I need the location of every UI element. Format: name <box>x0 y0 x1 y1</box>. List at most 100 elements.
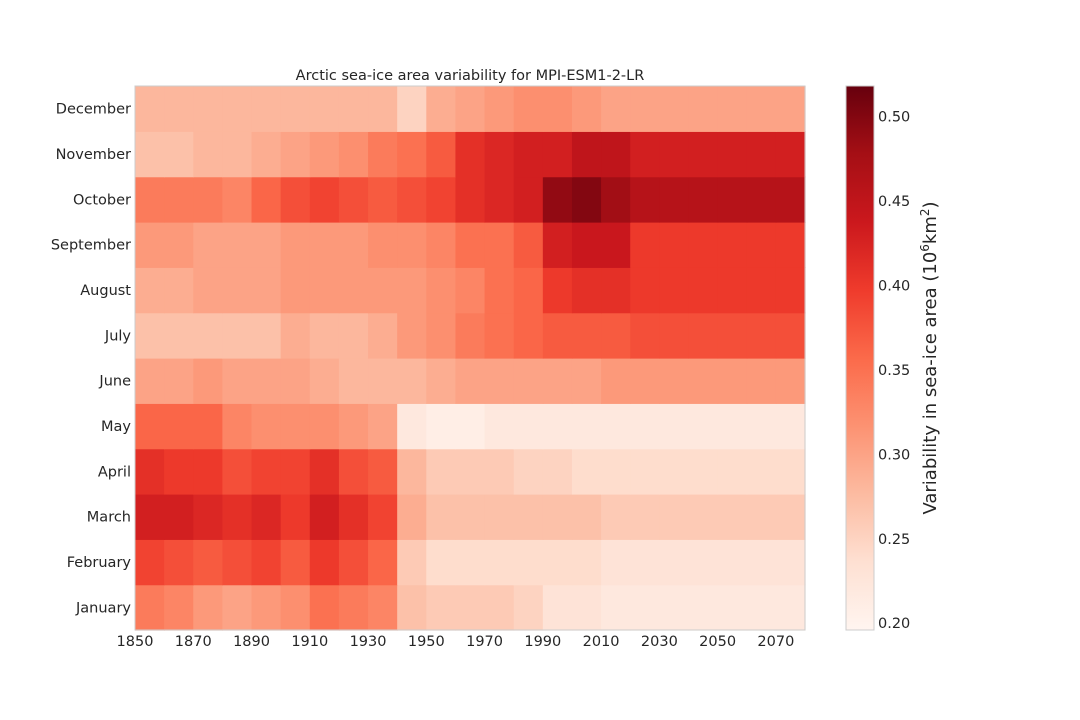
x-tick-label: 2070 <box>757 634 794 650</box>
heatmap-cell <box>659 403 690 450</box>
colorbar-label-main: Variability in sea-ice area (10 <box>920 252 941 515</box>
heatmap-cell <box>222 176 253 223</box>
heatmap-cell <box>601 176 631 223</box>
heatmap-cell <box>164 494 194 540</box>
heatmap-cell <box>601 358 631 404</box>
heatmap-cell <box>688 539 719 586</box>
heatmap-cell <box>746 539 777 586</box>
heatmap-cell <box>688 448 719 495</box>
heatmap-cell <box>571 131 602 178</box>
heatmap-cell <box>251 86 282 132</box>
heatmap-cell <box>513 131 544 178</box>
heatmap-cell <box>659 448 690 495</box>
colorbar-tick-label: 0.50 <box>878 109 910 125</box>
heatmap-cell <box>135 403 165 450</box>
x-tick-label: 2050 <box>699 634 736 650</box>
heatmap-cell <box>775 539 806 586</box>
heatmap-cell <box>659 494 690 540</box>
heatmap-cell <box>542 494 573 540</box>
heatmap-cell <box>513 222 544 268</box>
heatmap-cell <box>775 176 806 223</box>
heatmap-cell <box>426 131 457 178</box>
heatmap-cell <box>309 222 340 268</box>
heatmap-cell <box>484 267 515 314</box>
heatmap-cell <box>484 176 515 223</box>
colorbar-label: Variability in sea-ice area (106km2) <box>918 201 941 514</box>
heatmap-cell <box>164 358 194 404</box>
heatmap-cell <box>426 312 457 359</box>
heatmap-cell <box>368 222 398 268</box>
heatmap-cell <box>688 267 719 314</box>
heatmap-cell <box>251 222 282 268</box>
heatmap-cell <box>426 358 457 404</box>
heatmap-cell <box>280 176 311 223</box>
heatmap-cell <box>251 403 282 450</box>
heatmap-cell <box>717 86 748 132</box>
heatmap-cell <box>455 176 486 223</box>
heatmap-cell <box>338 131 369 178</box>
heatmap-cell <box>222 448 253 495</box>
heatmap-cell <box>571 222 602 268</box>
x-tick-label: 2010 <box>583 634 620 650</box>
heatmap-cell <box>717 131 748 178</box>
x-tick-label: 1930 <box>350 634 387 650</box>
heatmap-cell <box>659 584 690 631</box>
heatmap-cell <box>775 131 806 178</box>
heatmap-cell <box>368 312 398 359</box>
heatmap-cell <box>542 86 573 132</box>
heatmap-cell <box>542 539 573 586</box>
heatmap-cell <box>164 403 194 450</box>
colorbar-tick-label: 0.25 <box>878 532 910 548</box>
heatmap-cell <box>426 494 457 540</box>
heatmap-cell <box>746 494 777 540</box>
heatmap-cell <box>571 403 602 450</box>
heatmap-cell <box>513 448 544 495</box>
heatmap-cell <box>135 584 165 631</box>
heatmap-cell <box>542 176 573 223</box>
heatmap-cell <box>280 584 311 631</box>
heatmap-cell <box>630 358 660 404</box>
colorbar-tick-label: 0.40 <box>878 278 910 294</box>
heatmap-cell <box>397 584 427 631</box>
heatmap-cell <box>135 312 165 359</box>
heatmap-cell <box>484 494 515 540</box>
heatmap-cell <box>164 176 194 223</box>
heatmap-cell <box>659 267 690 314</box>
heatmap-cell <box>688 222 719 268</box>
chart-title: Arctic sea-ice area variability for MPI-… <box>296 68 645 84</box>
heatmap-cell <box>571 86 602 132</box>
heatmap-cell <box>455 584 486 631</box>
heatmap-cell <box>484 312 515 359</box>
heatmap-cell <box>338 584 369 631</box>
heatmap-cell <box>630 539 660 586</box>
heatmap-cell <box>338 176 369 223</box>
heatmap-cell <box>426 539 457 586</box>
y-tick-label: March <box>87 510 131 526</box>
heatmap-cell <box>338 222 369 268</box>
heatmap-cell <box>513 267 544 314</box>
heatmap-cell <box>251 176 282 223</box>
x-tick-label: 1990 <box>524 634 561 650</box>
heatmap-cell <box>135 176 165 223</box>
heatmap-cell <box>251 358 282 404</box>
y-tick-label: February <box>67 555 132 571</box>
heatmap-cell <box>630 448 660 495</box>
x-tick-labels: 1850 1870 1890 1910 1930 1950 1970 1990 2010 2030… <box>117 634 795 650</box>
heatmap-cell <box>309 448 340 495</box>
colorbar-label-close: ) <box>920 201 941 208</box>
colorbar-tick-label: 0.30 <box>878 447 910 463</box>
heatmap-cell <box>251 448 282 495</box>
heatmap-cell <box>309 176 340 223</box>
heatmap-cell <box>542 584 573 631</box>
heatmap-cell <box>368 539 398 586</box>
heatmap-cell <box>775 222 806 268</box>
heatmap-cell <box>455 403 486 450</box>
heatmap-cell <box>659 358 690 404</box>
heatmap-cell <box>397 403 427 450</box>
heatmap-cell <box>222 584 253 631</box>
heatmap-cell <box>688 176 719 223</box>
heatmap-cell <box>193 448 223 495</box>
heatmap-cell <box>484 222 515 268</box>
heatmap-cell <box>717 222 748 268</box>
heatmap-cell <box>484 131 515 178</box>
